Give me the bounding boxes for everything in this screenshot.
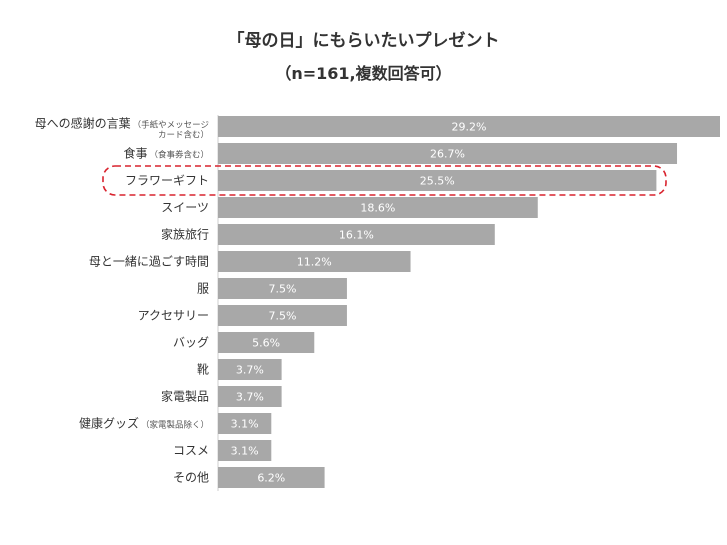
category-label: スイーツ bbox=[161, 201, 209, 215]
bar bbox=[218, 413, 272, 434]
data-label: 11.2% bbox=[297, 256, 332, 269]
bar bbox=[218, 224, 495, 245]
chart-title: 「母の日」にもらいたいプレゼント bbox=[227, 31, 500, 51]
bar bbox=[218, 359, 282, 380]
category-label: その他 bbox=[173, 471, 209, 485]
data-label: 26.7% bbox=[430, 148, 465, 161]
data-label: 29.2% bbox=[452, 121, 487, 134]
bar bbox=[218, 170, 657, 191]
bar bbox=[218, 278, 347, 299]
bar bbox=[218, 116, 720, 137]
category-label: 靴 bbox=[197, 363, 209, 377]
category-label: 食事 （食事券含む） bbox=[123, 146, 209, 161]
data-label: 3.7% bbox=[236, 391, 264, 404]
category-label: バッグ bbox=[173, 336, 209, 350]
chart-subtitle: （n=161,複数回答可） bbox=[275, 64, 452, 83]
category-label: 家族旅行 bbox=[161, 227, 209, 242]
data-label: 16.1% bbox=[339, 229, 374, 242]
category-label: 母への感謝の言葉 （手紙やメッセージ bbox=[35, 116, 209, 131]
bar bbox=[218, 305, 347, 326]
data-label: 6.2% bbox=[257, 472, 285, 485]
data-label: 3.7% bbox=[236, 364, 264, 377]
data-label: 7.5% bbox=[268, 310, 296, 323]
category-label: 健康グッズ （家電製品除く） bbox=[79, 416, 209, 431]
category-label: フラワーギフト bbox=[125, 174, 209, 188]
highlight-outline bbox=[102, 165, 667, 196]
data-label: 3.1% bbox=[231, 445, 259, 458]
data-label: 5.6% bbox=[252, 337, 280, 350]
bar bbox=[218, 143, 678, 164]
data-label: 3.1% bbox=[231, 418, 259, 431]
bar bbox=[218, 386, 282, 407]
data-label: 25.5% bbox=[420, 175, 455, 188]
bar bbox=[218, 332, 315, 353]
category-label-note: カード含む） bbox=[158, 130, 209, 141]
data-label: 7.5% bbox=[268, 283, 296, 296]
bar bbox=[218, 251, 411, 272]
category-label: アクセサリー bbox=[138, 309, 209, 323]
data-label: 18.6% bbox=[360, 202, 395, 215]
category-label: 家電製品 bbox=[161, 389, 209, 404]
bar bbox=[218, 467, 325, 488]
category-label: コスメ bbox=[173, 444, 209, 458]
category-label: 服 bbox=[197, 282, 209, 296]
bar bbox=[218, 197, 538, 218]
category-label: 母と一緒に過ごす時間 bbox=[89, 254, 209, 269]
bar bbox=[218, 440, 272, 461]
